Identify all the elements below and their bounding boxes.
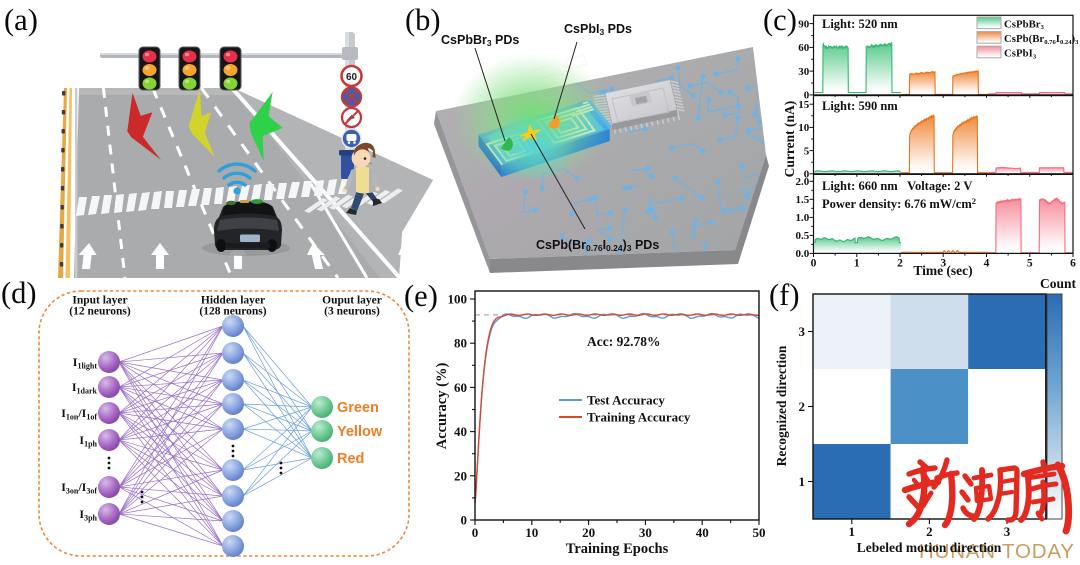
svg-text:Current (nA): Current (nA) xyxy=(782,101,797,178)
svg-text:3: 3 xyxy=(1004,524,1011,539)
svg-text:CsPbBr3: CsPbBr3 xyxy=(1004,18,1045,31)
svg-text:I1dark: I1dark xyxy=(72,380,98,396)
svg-text:2.0: 2.0 xyxy=(796,176,810,188)
svg-text:60: 60 xyxy=(454,380,467,395)
svg-text:10: 10 xyxy=(798,122,810,134)
svg-text:Test Accuracy: Test Accuracy xyxy=(587,393,665,408)
svg-text:2: 2 xyxy=(897,257,903,269)
svg-text:I1on/I1of: I1on/I1of xyxy=(61,406,97,422)
svg-text:Light: 590 nm: Light: 590 nm xyxy=(822,99,898,113)
svg-text:30: 30 xyxy=(639,525,652,540)
svg-text:60: 60 xyxy=(798,42,810,54)
svg-text:Red: Red xyxy=(337,451,364,467)
svg-text:Yellow: Yellow xyxy=(337,424,383,440)
svg-text:0.0: 0.0 xyxy=(796,248,810,260)
svg-text:0: 0 xyxy=(804,169,810,181)
svg-text:1.0: 1.0 xyxy=(796,212,810,224)
svg-text:1.5: 1.5 xyxy=(796,194,810,206)
svg-text:Acc: 92.78%: Acc: 92.78% xyxy=(587,334,660,349)
svg-text:2: 2 xyxy=(926,524,933,539)
svg-text:40: 40 xyxy=(696,525,709,540)
svg-text:Input layer: Input layer xyxy=(72,295,127,307)
svg-text:Accuracy (%): Accuracy (%) xyxy=(434,363,450,450)
svg-text:0: 0 xyxy=(472,525,479,540)
svg-text:60: 60 xyxy=(346,72,358,83)
svg-text:Training Accuracy: Training Accuracy xyxy=(587,410,691,425)
svg-text:(3 neurons): (3 neurons) xyxy=(324,306,380,318)
svg-text:0: 0 xyxy=(461,513,468,528)
svg-text:CsPbI3 PDs: CsPbI3 PDs xyxy=(564,22,632,37)
svg-text:Light: 520 nm: Light: 520 nm xyxy=(822,17,898,31)
svg-text:0: 0 xyxy=(811,257,817,269)
svg-text:I1ph: I1ph xyxy=(79,433,97,449)
svg-text:90: 90 xyxy=(798,18,810,30)
svg-text:15: 15 xyxy=(798,99,810,111)
svg-text:CsPbI3: CsPbI3 xyxy=(1004,48,1037,61)
svg-text:I3on/I3of: I3on/I3of xyxy=(61,480,97,496)
svg-text:50: 50 xyxy=(753,525,766,540)
svg-text:I3ph: I3ph xyxy=(79,507,97,523)
svg-text:Training Epochs: Training Epochs xyxy=(566,541,669,557)
svg-text:20: 20 xyxy=(582,525,595,540)
svg-text:(12 neurons): (12 neurons) xyxy=(69,306,131,318)
svg-text:2: 2 xyxy=(799,399,806,414)
svg-text:Light: 660 nm Voltage: 2 V: Light: 660 nm Voltage: 2 V xyxy=(822,179,972,193)
svg-text:1: 1 xyxy=(849,524,856,539)
svg-text:Lebeled motion direction: Lebeled motion direction xyxy=(857,540,1002,555)
svg-text:CsPbBr3 PDs: CsPbBr3 PDs xyxy=(441,33,519,48)
svg-text:1: 1 xyxy=(799,474,806,489)
svg-text:20: 20 xyxy=(454,468,467,483)
svg-text:3: 3 xyxy=(940,257,946,269)
svg-text:5: 5 xyxy=(1027,257,1033,269)
svg-text:30: 30 xyxy=(798,66,810,78)
svg-text:Recognized direction: Recognized direction xyxy=(775,345,789,466)
svg-text:Power density: 6.76 mW/cm2: Power density: 6.76 mW/cm2 xyxy=(822,196,976,211)
svg-text:3: 3 xyxy=(799,324,806,339)
svg-text:5: 5 xyxy=(804,145,810,157)
svg-text:6: 6 xyxy=(1070,257,1076,269)
svg-text:1: 1 xyxy=(854,257,860,269)
svg-text:(128 neurons): (128 neurons) xyxy=(199,306,266,318)
svg-text:10: 10 xyxy=(525,525,538,540)
svg-text:Green: Green xyxy=(337,400,379,416)
svg-text:80: 80 xyxy=(454,336,467,351)
svg-text:Time (sec): Time (sec) xyxy=(913,263,972,278)
svg-text:I1light: I1light xyxy=(73,355,98,371)
svg-text:CsPb(Br0.76I0.24)3: CsPb(Br0.76I0.24)3 xyxy=(1004,33,1079,46)
svg-text:0: 0 xyxy=(804,90,810,102)
svg-text:4: 4 xyxy=(984,257,990,269)
svg-text:Ouput layer: Ouput layer xyxy=(322,295,382,307)
svg-text:40: 40 xyxy=(454,424,467,439)
svg-text:Count: Count xyxy=(1040,276,1077,291)
svg-text:0.5: 0.5 xyxy=(796,230,810,242)
svg-text:100: 100 xyxy=(448,292,468,307)
svg-text:Hidden layer: Hidden layer xyxy=(201,295,265,307)
